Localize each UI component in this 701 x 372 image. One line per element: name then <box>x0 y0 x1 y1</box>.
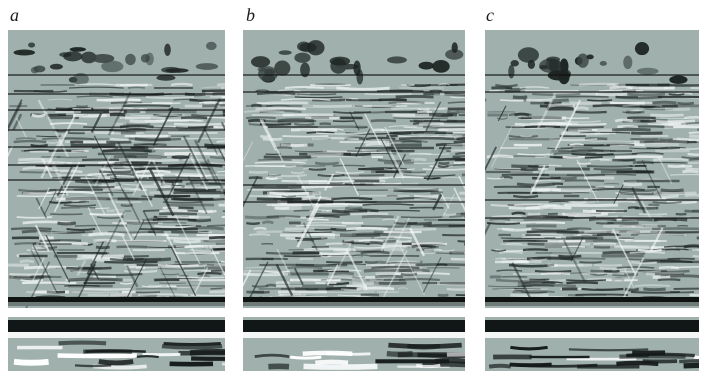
panel-c-image <box>485 30 699 371</box>
panel-b-label: b <box>246 5 255 25</box>
panel-b-image <box>243 30 465 371</box>
seismic-image-a <box>8 30 225 371</box>
panel-c-label: c <box>486 5 494 25</box>
panel-a-label: a <box>10 5 19 25</box>
panel-a-image <box>8 30 225 371</box>
seismic-image-b <box>243 30 465 371</box>
seismic-image-c <box>485 30 699 371</box>
